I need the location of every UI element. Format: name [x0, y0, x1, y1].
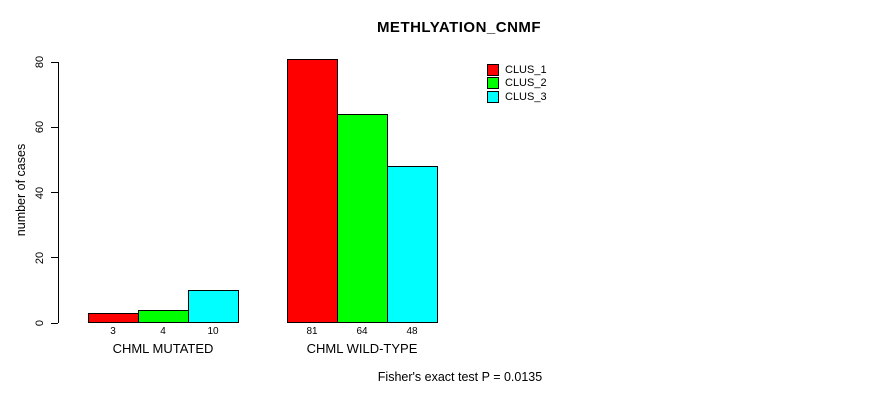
y-axis-tick	[51, 61, 58, 63]
y-axis-tick	[51, 257, 58, 259]
bar-clus_3-group1	[188, 290, 239, 323]
y-tick-label: 20	[34, 251, 46, 264]
bar-clus_1-group2	[287, 58, 338, 323]
x-group-label-2: CHML WILD-TYPE	[306, 341, 418, 356]
y-axis-tick	[51, 192, 58, 193]
legend-item-clus_3: CLUS_3	[487, 90, 547, 104]
bar-value-label: 81	[306, 326, 318, 337]
bar-value-label: 10	[207, 326, 219, 337]
bar-value-label: 48	[406, 326, 418, 337]
y-axis-tick	[51, 126, 58, 128]
y-axis-title: number of cases	[14, 143, 28, 237]
y-tick-label: 40	[34, 186, 46, 199]
y-tick-label: 80	[34, 55, 46, 69]
legend-swatch-clus_2	[487, 77, 499, 90]
legend-swatch-clus_1	[487, 63, 499, 76]
legend-item-clus_2: CLUS_2	[487, 77, 547, 91]
y-tick-label: 0	[34, 319, 46, 327]
legend-label: CLUS_3	[505, 90, 547, 103]
bar-clus_3-group2	[387, 166, 438, 323]
bar-clus_2-group1	[138, 309, 189, 323]
bar-value-label: 4	[160, 326, 166, 337]
x-group-label-1: CHML MUTATED	[112, 341, 214, 356]
legend-swatch-clus_3	[487, 90, 499, 103]
legend-item-clus_1: CLUS_1	[487, 63, 547, 77]
y-axis-line	[58, 62, 59, 323]
bar-value-label: 3	[110, 326, 116, 337]
bar-value-label: 64	[356, 326, 368, 337]
y-tick-label: 60	[34, 121, 46, 134]
legend: CLUS_1 CLUS_2 CLUS_3	[487, 63, 547, 104]
y-axis-tick	[51, 322, 58, 324]
legend-label: CLUS_2	[505, 77, 547, 90]
footnote-fishers-test: Fisher's exact test P = 0.0135	[377, 370, 543, 384]
chart-title: METHLYATION_CNMF	[376, 19, 542, 36]
legend-label: CLUS_1	[505, 63, 547, 76]
bar-clus_1-group1	[88, 313, 139, 323]
bar-clus_2-group2	[337, 114, 388, 323]
